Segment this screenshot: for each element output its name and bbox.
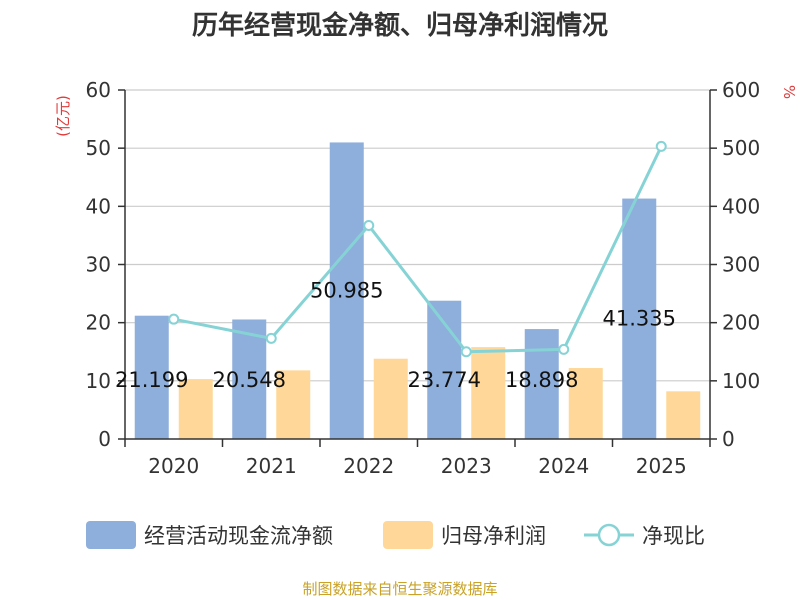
right-tick-label: 400 [722,194,760,218]
bar-net-profit [568,368,603,439]
legend-label-operating-cash-flow: 经营活动现金流净额 [144,524,333,548]
bar-value-label: 20.548 [213,368,286,392]
bar-operating-cash-flow [232,319,267,439]
right-tick-label: 300 [722,253,760,277]
legend: 经营活动现金流净额 归母净利润 净现比 [86,521,705,549]
right-tick-label: 200 [722,311,760,335]
x-tick-label: 2021 [246,454,297,478]
bar-net-profit [666,391,701,439]
bar-net-profit [178,379,213,439]
ratio-point [558,343,570,355]
bar-net-profit [276,370,311,439]
bar-operating-cash-flow [134,315,169,439]
bar-value-label: 50.985 [310,278,383,302]
x-tick-label: 2023 [441,454,492,478]
left-tick-label: 20 [86,311,111,335]
legend-swatch-net-profit [383,521,433,549]
ratio-point [168,313,180,325]
ratio-point [460,346,472,358]
bar-operating-cash-flow [329,142,364,439]
left-tick-label: 0 [98,427,111,451]
bar-net-profit [471,347,506,439]
left-tick-label: 30 [86,253,111,277]
left-tick-label: 60 [86,78,111,102]
bars-group [134,142,701,439]
bar-operating-cash-flow [622,198,657,439]
bar-value-label: 41.335 [603,307,676,331]
line-group [168,140,667,358]
bar-value-label: 23.774 [408,368,481,392]
legend-label-net-profit: 归母净利润 [441,524,546,548]
left-tick-label: 40 [86,194,111,218]
ratio-line [173,145,663,354]
bar-net-profit [373,358,408,439]
bar-value-label: 21.199 [115,368,188,392]
source-note: 制图数据来自恒生聚源数据库 [302,580,497,598]
bar-value-label: 18.898 [505,368,578,392]
data-labels-group: 21.199 20.548 50.985 23.774 18.898 41.335 [115,278,676,392]
left-tick-label: 50 [86,136,111,160]
x-tick-label: 2022 [343,454,394,478]
grid-lines [125,89,710,382]
ratio-point [655,140,667,152]
x-tick-label: 2020 [148,454,199,478]
x-tick-label: 2024 [538,454,589,478]
right-tick-label: 600 [722,78,760,102]
right-tick-label: 500 [722,136,760,160]
right-tick-label: 100 [722,369,760,393]
left-axis-unit: (亿元) [54,95,72,137]
legend-label-ratio: 净现比 [642,524,705,548]
legend-swatch-ratio-marker [597,523,621,547]
left-tick-label: 10 [86,369,111,393]
ratio-point [265,332,277,344]
chart-title: 历年经营现金净额、归母净利润情况 [192,10,608,41]
right-tick-label: 0 [722,427,735,451]
ratio-point [363,220,375,232]
bar-operating-cash-flow [524,329,559,439]
right-axis-unit: % [780,85,798,99]
x-tick-label: 2025 [636,454,687,478]
legend-swatch-operating-cash-flow [86,521,136,549]
